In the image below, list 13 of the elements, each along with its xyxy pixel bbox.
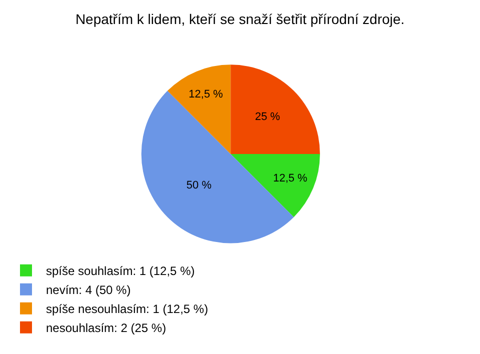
pie-slice — [141, 90, 294, 244]
legend-label: spíše souhlasím: 1 (12,5 %) — [46, 264, 195, 278]
pie-slice — [230, 154, 320, 218]
pie-slice — [230, 64, 320, 154]
data-label: 12,5 % — [188, 88, 224, 100]
chart-title: Nepatřím k lidem, kteří se snaží šetřit přírodní zdroje. — [75, 10, 405, 27]
pie-slice — [167, 64, 231, 154]
data-label: 12,5 % — [273, 172, 308, 185]
legend-label: nesouhlasím: 2 (25 %) — [46, 321, 166, 336]
data-label: 50 % — [186, 180, 212, 192]
data-label: 25 % — [254, 110, 280, 123]
legend-label: nevím: 4 (50 %) — [46, 283, 131, 298]
legend-label: spíše nesouhlasím: 1 (12,5 %) — [46, 302, 208, 316]
